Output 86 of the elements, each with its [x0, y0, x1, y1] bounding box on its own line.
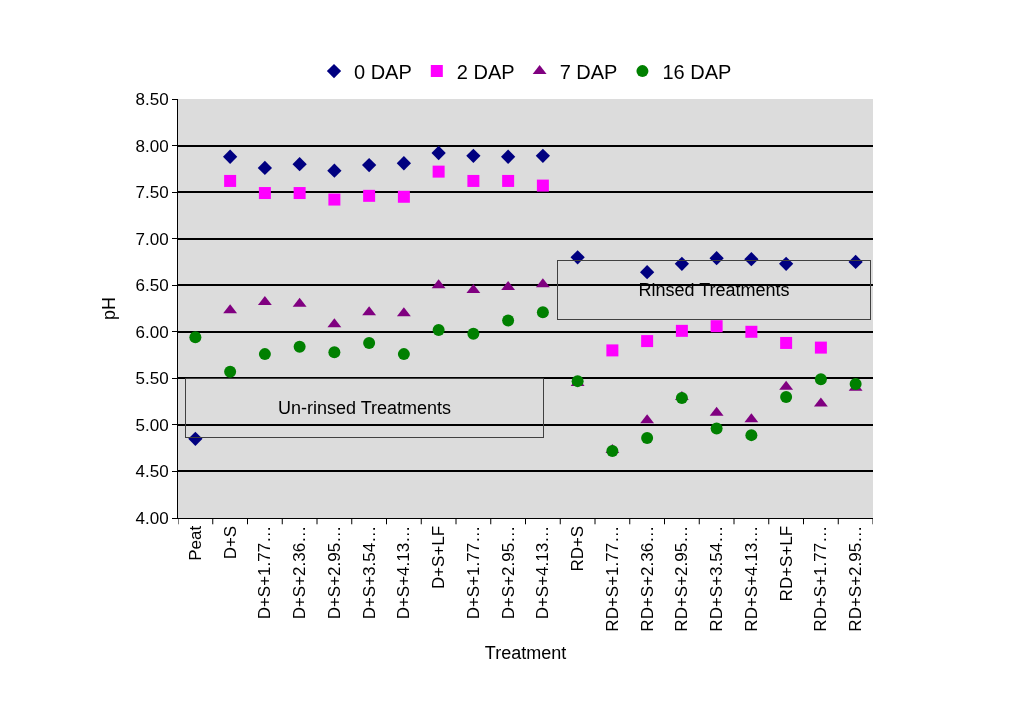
- point: [641, 431, 654, 444]
- x-tick-label: D+S+3.54…: [359, 525, 379, 620]
- x-tick-label: RD+S+2.95…: [672, 525, 692, 632]
- point: [363, 336, 376, 349]
- x-tick-label: RD+S+2.95…: [846, 525, 866, 632]
- point: [675, 391, 688, 404]
- point: [814, 341, 827, 354]
- y-tick-label: 5.50: [135, 369, 169, 389]
- point: [397, 348, 410, 361]
- point: [500, 149, 516, 164]
- x-tick-label: RD+S+1.77…: [602, 525, 622, 632]
- x-tick-label: D+S: [220, 525, 240, 560]
- point: [466, 148, 481, 163]
- point: [431, 145, 446, 161]
- y-tick-label: 6.00: [135, 322, 169, 342]
- point: [432, 323, 445, 336]
- x-tick-label: RD+S+3.54…: [707, 525, 727, 632]
- point: [293, 340, 306, 353]
- point: [745, 325, 758, 338]
- point: [397, 190, 410, 203]
- point: [675, 324, 688, 337]
- y-tick-label: 4.50: [135, 462, 169, 482]
- point: [222, 149, 238, 164]
- y-tick-label: 8.00: [135, 136, 169, 156]
- point: [258, 348, 271, 361]
- point: [327, 163, 342, 178]
- x-tick-label: RD+S+LF: [776, 525, 796, 602]
- point: [536, 179, 549, 192]
- point: [536, 306, 549, 319]
- point: [363, 189, 376, 202]
- point: [745, 429, 758, 442]
- point: [328, 193, 341, 206]
- y-tick-label: 6.50: [135, 276, 169, 296]
- point: [710, 320, 723, 333]
- y-tick-label: 5.00: [135, 415, 169, 435]
- x-tick-label: D+S+2.36…: [290, 525, 310, 620]
- y-tick-label: 4.00: [135, 508, 169, 528]
- x-tick-label: RD+S: [568, 525, 588, 572]
- x-tick-label: RD+S+4.13…: [741, 525, 761, 632]
- y-axis-title: pH: [98, 296, 119, 321]
- x-tick-label: D+S+2.95…: [498, 525, 518, 620]
- x-tick-label: D+S+4.13…: [394, 525, 414, 620]
- y-tick-label: 7.50: [135, 183, 169, 203]
- point: [780, 336, 793, 349]
- point: [189, 331, 202, 344]
- point: [224, 174, 237, 187]
- x-tick-label: D+S+1.77…: [255, 525, 275, 620]
- annotation: Un-rinsed Treatments: [277, 398, 452, 418]
- legend-label: 7 DAP: [559, 60, 618, 83]
- point: [674, 256, 690, 271]
- point: [258, 187, 271, 200]
- point: [780, 390, 793, 403]
- x-tick-label: D+S+4.13…: [533, 525, 553, 620]
- point: [535, 148, 551, 163]
- point: [467, 174, 480, 187]
- x-tick-label: D+S+1.77…: [463, 525, 483, 620]
- point: [224, 365, 237, 378]
- point: [502, 314, 515, 327]
- point: [606, 344, 619, 357]
- point: [293, 187, 306, 200]
- point: [814, 373, 827, 386]
- y-tick-label: 7.00: [135, 229, 169, 249]
- x-tick-label: RD+S+1.77…: [811, 525, 831, 632]
- point: [778, 256, 794, 271]
- point: [257, 160, 273, 176]
- x-tick-label: D+S+2.95…: [324, 525, 344, 620]
- legend-label: 16 DAP: [662, 60, 732, 83]
- point: [432, 165, 445, 178]
- point: [641, 335, 654, 348]
- legend-label: 2 DAP: [456, 60, 515, 83]
- point: [361, 157, 377, 173]
- point: [467, 327, 480, 340]
- point: [710, 422, 723, 435]
- point: [292, 157, 307, 172]
- point: [570, 250, 585, 265]
- point: [502, 174, 515, 187]
- point: [639, 265, 655, 280]
- point: [396, 156, 412, 171]
- x-tick-label: D+S+LF: [429, 525, 449, 590]
- point: [328, 346, 341, 359]
- x-tick-label: RD+S+2.36…: [637, 525, 657, 632]
- y-tick-label: 8.50: [135, 89, 169, 109]
- x-tick-label: Peat: [185, 525, 205, 561]
- point: [849, 377, 862, 390]
- x-axis-title: Treatment: [484, 642, 567, 663]
- legend-label: 0 DAP: [354, 60, 412, 83]
